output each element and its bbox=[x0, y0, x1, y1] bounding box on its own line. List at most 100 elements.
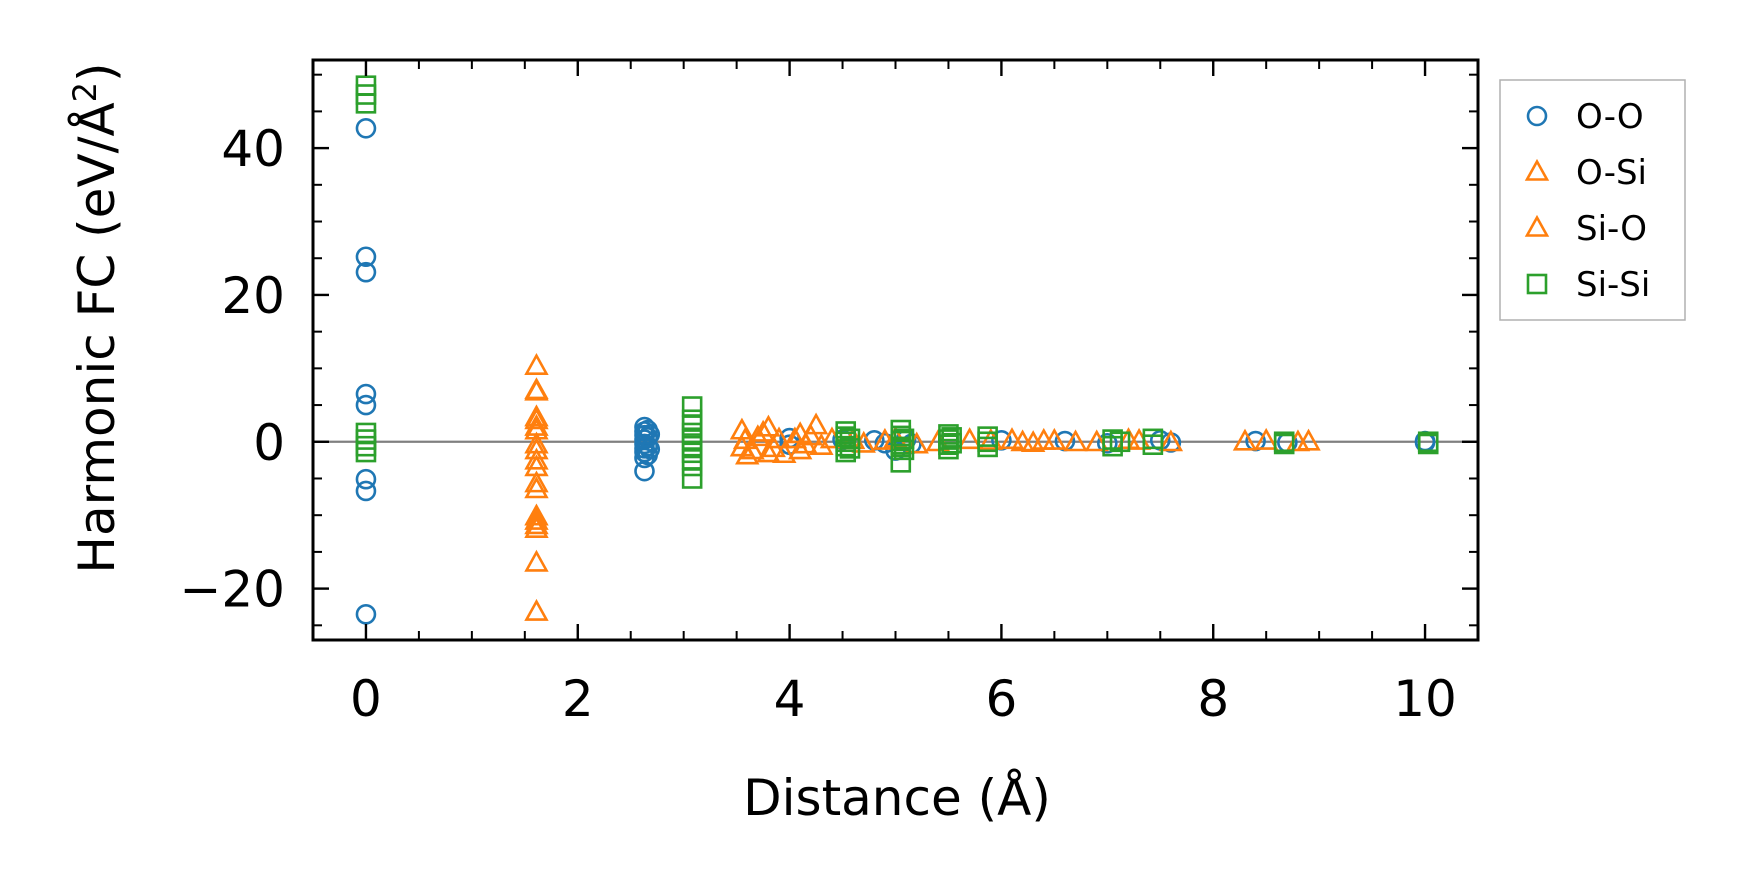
data-point bbox=[740, 437, 765, 460]
legend-item-o-si: O-Si bbox=[1524, 153, 1647, 193]
data-point bbox=[524, 407, 549, 430]
data-point bbox=[938, 438, 959, 460]
data-point bbox=[681, 468, 703, 489]
data-point bbox=[1109, 431, 1131, 453]
legend-frame bbox=[1499, 79, 1686, 321]
data-point bbox=[735, 442, 760, 465]
data-point bbox=[1273, 433, 1295, 455]
data-point bbox=[839, 438, 861, 459]
y-axis-label-superscript: 2 bbox=[66, 82, 104, 102]
series-si-o bbox=[524, 377, 1311, 535]
data-point bbox=[524, 377, 549, 400]
legend-label-si-si: Si-Si bbox=[1576, 265, 1650, 305]
data-point bbox=[637, 435, 658, 457]
data-point bbox=[772, 441, 797, 464]
data-point bbox=[1142, 434, 1164, 456]
data-point bbox=[355, 117, 377, 139]
data-point bbox=[355, 93, 377, 114]
data-point bbox=[355, 261, 377, 283]
data-point bbox=[1253, 427, 1279, 450]
x-tick-label: 6 bbox=[986, 670, 1018, 728]
x-tick-label: 8 bbox=[1197, 670, 1229, 728]
data-point bbox=[681, 455, 703, 477]
data-point bbox=[524, 503, 549, 526]
legend-marker-si-o bbox=[1524, 214, 1550, 237]
data-point bbox=[835, 441, 857, 463]
data-point bbox=[1232, 428, 1258, 451]
data-point bbox=[524, 404, 549, 427]
legend-item-si-si: Si-Si bbox=[1526, 265, 1650, 305]
data-point bbox=[872, 427, 898, 450]
y-axis-label-close: ) bbox=[68, 62, 126, 82]
data-point bbox=[756, 414, 781, 437]
legend-marker-si-si bbox=[1526, 273, 1548, 295]
data-point bbox=[977, 436, 998, 458]
data-point bbox=[524, 512, 549, 535]
axis-tick-labels: 0 2 4 6 8 10 −20 0 20 40 bbox=[179, 120, 1456, 728]
data-point bbox=[787, 437, 813, 460]
data-point bbox=[355, 604, 377, 625]
data-point bbox=[1097, 432, 1118, 454]
data-point bbox=[803, 412, 829, 435]
data-point bbox=[355, 394, 377, 416]
legend: O-O O-Si Si-O Si-Si bbox=[1499, 79, 1686, 321]
legend-item-si-o: Si-O bbox=[1524, 209, 1647, 249]
data-point bbox=[893, 439, 915, 461]
axis-ticks bbox=[313, 60, 1478, 640]
x-tick-label: 10 bbox=[1393, 670, 1457, 728]
data-point bbox=[1102, 435, 1123, 457]
y-axis-label-main: Harmonic FC (eV/Å bbox=[68, 102, 126, 573]
data-point bbox=[355, 441, 377, 463]
data-point bbox=[524, 470, 549, 493]
x-tick-label: 0 bbox=[350, 670, 382, 728]
data-point bbox=[782, 426, 808, 449]
data-point bbox=[355, 383, 377, 405]
legend-marker-o-o bbox=[1526, 105, 1548, 127]
data-point bbox=[957, 427, 982, 450]
legend-label-o-si: O-Si bbox=[1576, 153, 1647, 193]
data-point bbox=[1010, 429, 1035, 452]
data-point bbox=[941, 432, 962, 454]
data-point bbox=[355, 480, 377, 502]
markers bbox=[355, 75, 1439, 625]
data-point bbox=[750, 419, 776, 442]
y-tick-label: −20 bbox=[179, 561, 285, 619]
plot-area bbox=[311, 58, 1480, 642]
data-point bbox=[1158, 429, 1184, 452]
data-point bbox=[999, 427, 1025, 450]
data-point bbox=[1084, 429, 1109, 452]
y-tick-label: 0 bbox=[253, 414, 285, 472]
legend-label-si-o: Si-O bbox=[1576, 209, 1647, 249]
x-tick-label: 4 bbox=[774, 670, 806, 728]
data-point bbox=[1417, 433, 1439, 455]
x-tick-label: 2 bbox=[562, 670, 594, 728]
data-point bbox=[639, 438, 661, 460]
data-point bbox=[793, 431, 818, 454]
data-point bbox=[524, 598, 549, 621]
series-si-si bbox=[355, 75, 1439, 489]
data-point bbox=[355, 468, 377, 490]
data-point bbox=[524, 476, 549, 499]
y-tick-label: 20 bbox=[221, 267, 285, 325]
data-point bbox=[524, 549, 549, 572]
legend-label-o-o: O-O bbox=[1576, 97, 1644, 137]
data-point bbox=[524, 507, 549, 530]
y-tick-label: 40 bbox=[221, 120, 285, 178]
data-point bbox=[1031, 427, 1056, 450]
legend-item-o-o: O-O bbox=[1526, 97, 1644, 137]
data-point bbox=[524, 515, 549, 538]
data-point bbox=[524, 447, 549, 470]
y-axis-label: Harmonic FC (eV/Å2) bbox=[66, 62, 126, 573]
data-point bbox=[756, 440, 781, 463]
data-point bbox=[524, 352, 549, 375]
data-point bbox=[355, 246, 377, 268]
data-point bbox=[732, 427, 758, 450]
legend-marker-o-si bbox=[1524, 158, 1550, 181]
data-point bbox=[809, 433, 834, 455]
data-point bbox=[893, 428, 915, 450]
data-point bbox=[1063, 429, 1088, 452]
data-point bbox=[890, 452, 912, 473]
data-point bbox=[639, 424, 661, 445]
data-point bbox=[761, 435, 786, 458]
